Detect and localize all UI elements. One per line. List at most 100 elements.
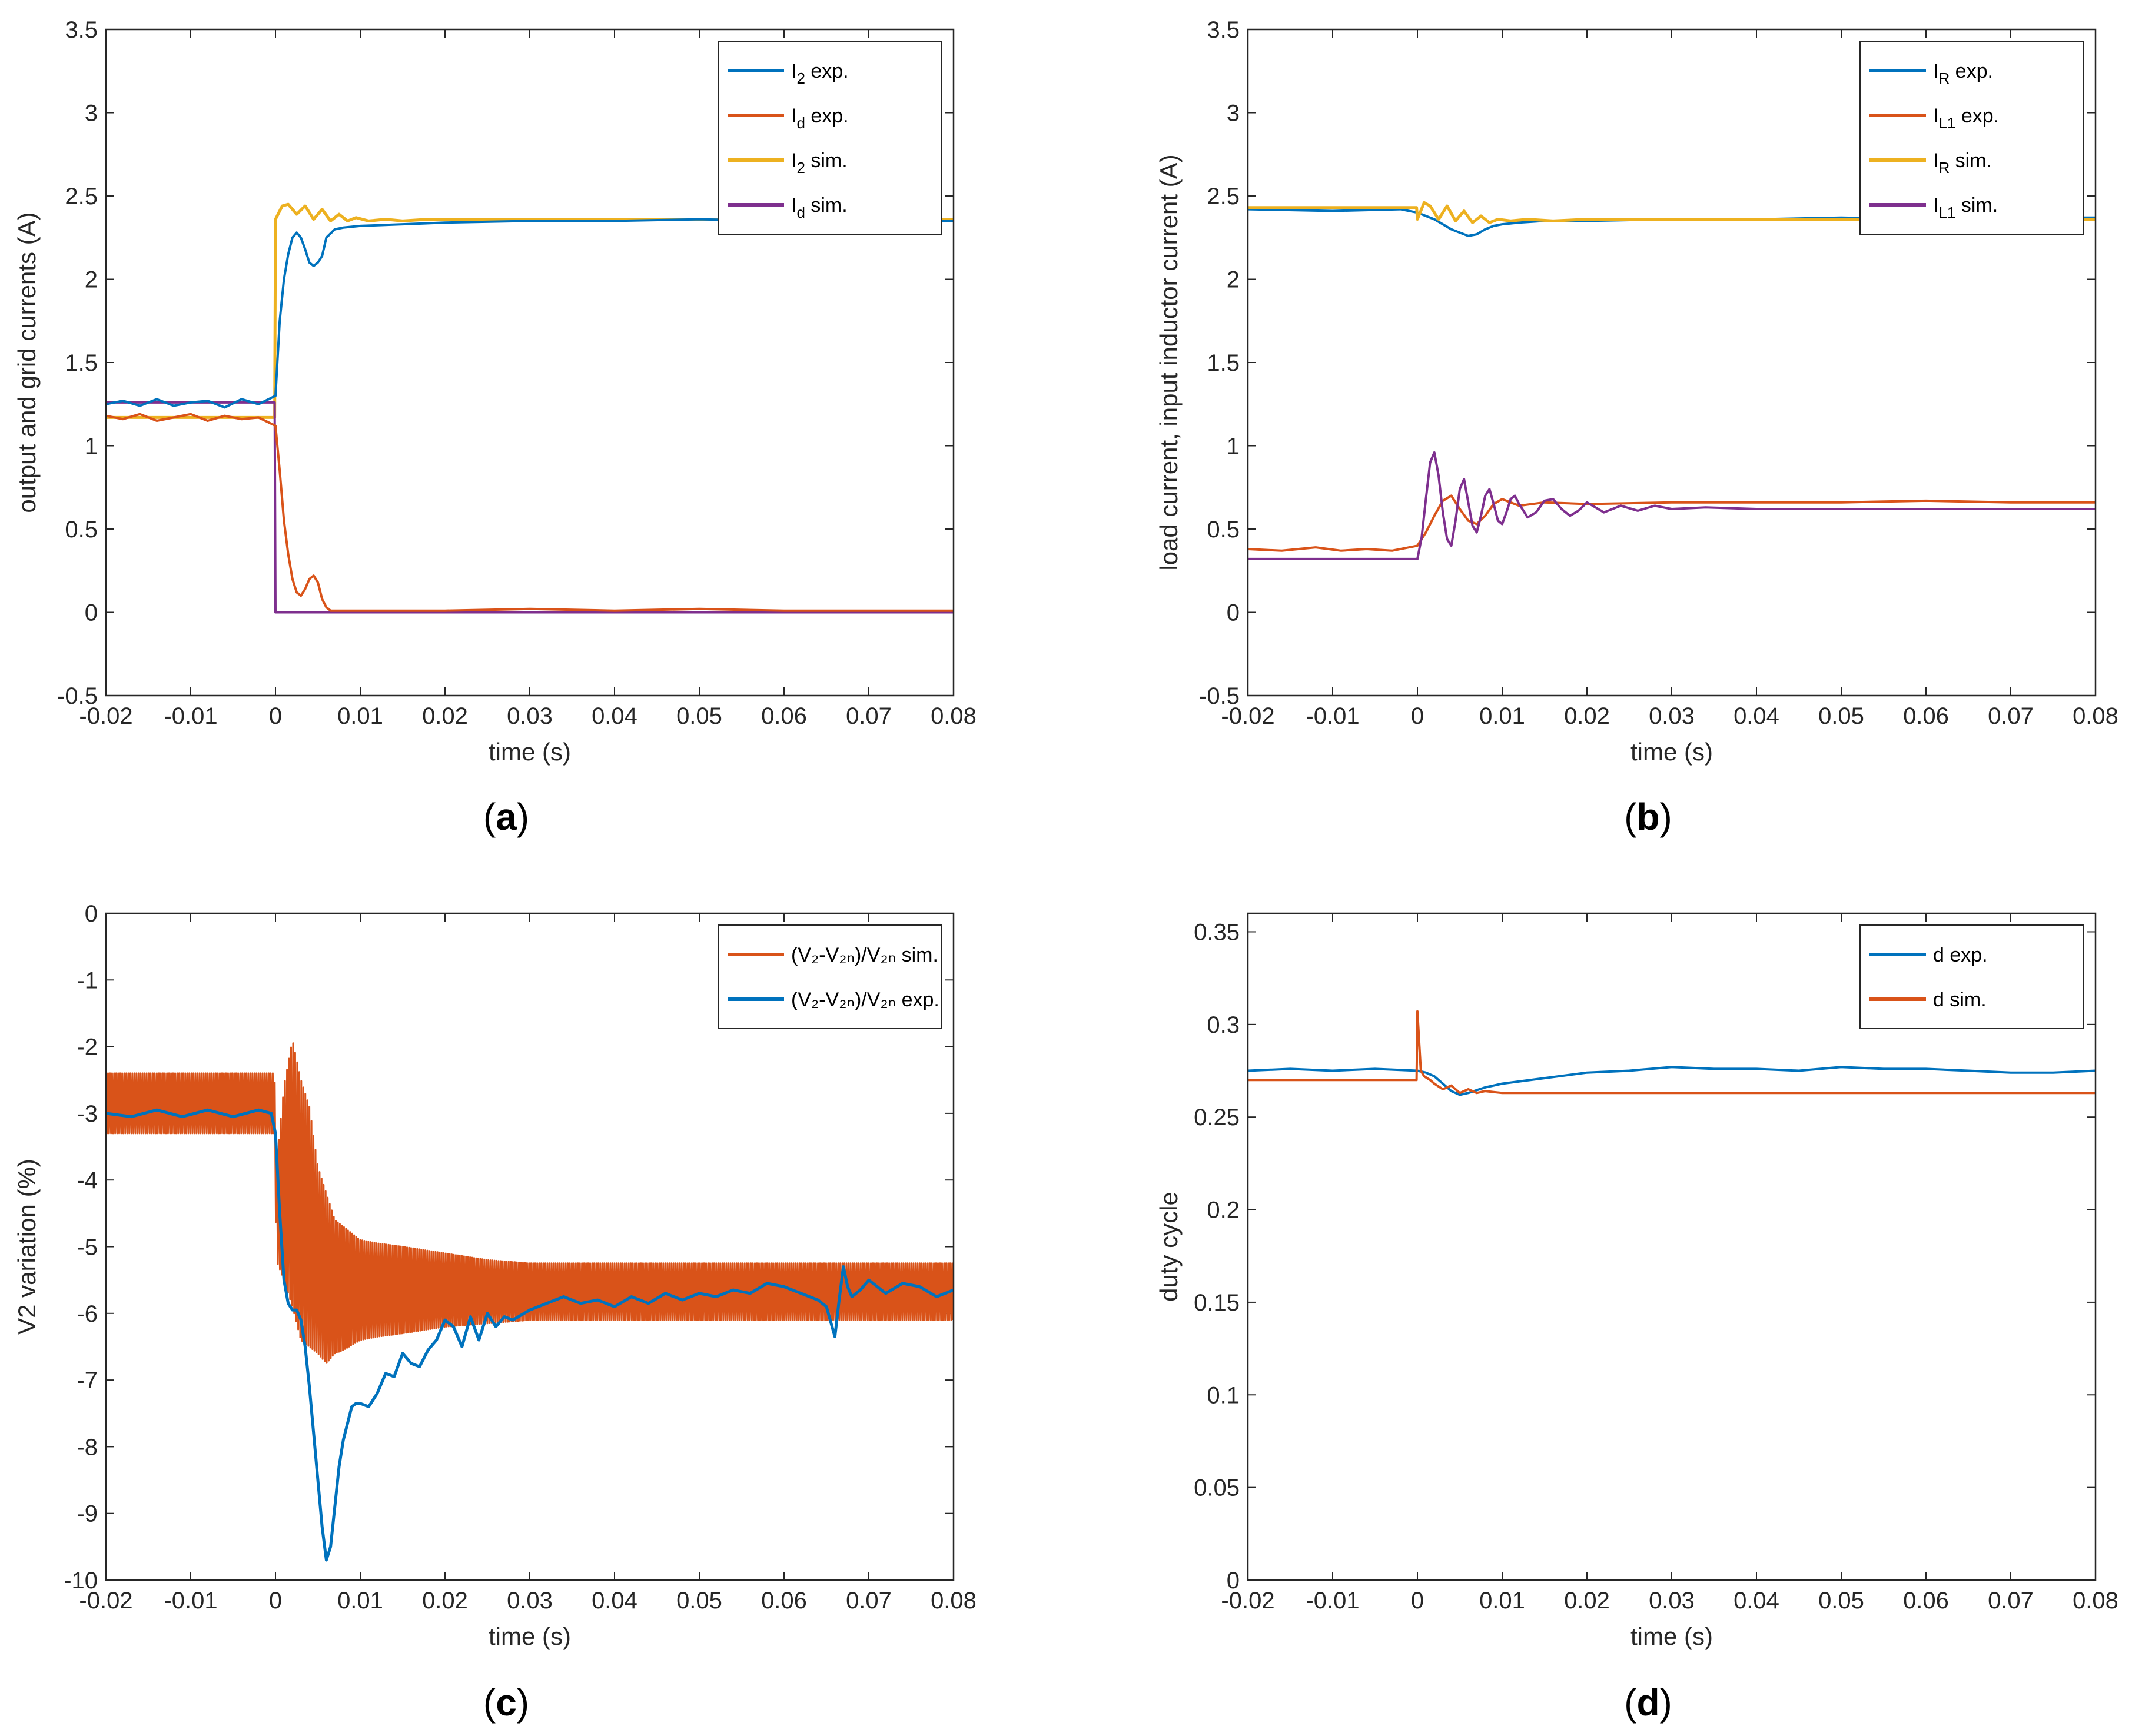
y-tick-label: 3.5	[65, 17, 98, 43]
y-tick-label: -1	[77, 967, 98, 993]
legend-label-sub: R	[1938, 159, 1950, 177]
y-tick-label: -5	[77, 1235, 98, 1261]
x-tick-label: 0.06	[1903, 1588, 1949, 1614]
legend-box	[718, 924, 942, 1029]
subfigure-caption: (a)	[483, 796, 529, 838]
legend-label-base: I	[1933, 105, 1938, 127]
x-tick-label: 0.03	[1649, 703, 1695, 729]
legend-label: Id exp.	[791, 105, 849, 132]
x-axis-label: time (s)	[1630, 738, 1713, 766]
legend-label-base: I	[791, 149, 796, 172]
x-tick-label: 0	[269, 703, 282, 729]
y-tick-label: 1.5	[65, 350, 98, 376]
series-group	[106, 202, 954, 614]
y-tick-label: 0.35	[1194, 919, 1240, 945]
chart-a: -0.02 -0.01 0 0.01 0.02 0.03 0.04 0.05 0.06 0.07 0…	[13, 17, 977, 838]
legend: IR exp.IL1 exp.IR sim.IL1 sim.	[1859, 41, 2084, 235]
caption-open-paren: (	[483, 1681, 496, 1724]
legend-label-suffix: exp.	[805, 60, 849, 82]
legend-label-suffix: sim.	[1955, 194, 1998, 217]
legend-box	[1859, 41, 2084, 235]
caption-open-paren: (	[1624, 796, 1636, 838]
y-axis-label: V2 variation (%)	[13, 1159, 41, 1335]
chart-b: -0.02 -0.01 0 0.01 0.02 0.03 0.04 0.05 0.06 0.07 0…	[1155, 17, 2118, 838]
x-tick-label: 0	[269, 1588, 282, 1614]
legend-label: d exp.	[1933, 944, 1988, 966]
legend-label-sub: R	[1938, 69, 1950, 87]
chart-d: -0.02 -0.01 0 0.01 0.02 0.03 0.04 0.05 0.06 0.07 0…	[1155, 912, 2118, 1724]
x-tick-label: 0.07	[846, 1588, 892, 1614]
x-tick-label: 0.03	[507, 1588, 553, 1614]
y-axis-label: load current, input inductor current (A)	[1155, 154, 1183, 570]
series-line-1	[1248, 201, 2096, 224]
y-tick-label: 2	[1227, 267, 1240, 293]
x-tick-label: 0.06	[761, 703, 807, 729]
y-tick-label: 2.5	[65, 184, 98, 209]
y-tick-label: -8	[77, 1434, 98, 1460]
caption-letter: d	[1636, 1681, 1659, 1724]
legend-label: IL1 exp.	[1933, 105, 1999, 132]
axes-box	[1247, 28, 2097, 697]
y-tick-label: 3	[1227, 101, 1240, 127]
series-group	[1248, 201, 2096, 560]
subfigure-caption: (d)	[1624, 1681, 1672, 1724]
subfigure-caption: (c)	[483, 1681, 529, 1724]
y-tick-label: -10	[64, 1568, 98, 1594]
x-tick-label: 0.04	[592, 1588, 637, 1614]
legend-label-sub: 2	[796, 69, 805, 87]
series-line-3	[1248, 451, 2096, 560]
axes-box	[1247, 912, 2097, 1581]
x-tick-label: -0.01	[164, 1588, 217, 1614]
caption-open-paren: (	[1624, 1681, 1636, 1724]
y-tick-label: 0	[85, 600, 98, 626]
y-axis-label: duty cycle	[1155, 1192, 1183, 1302]
x-tick-label: 0.08	[931, 703, 977, 729]
legend-label-suffix: exp.	[805, 105, 849, 127]
caption-close-paren: )	[517, 796, 529, 838]
y-tick-label: 3.5	[1207, 17, 1240, 43]
chart-c: -0.02 -0.01 0 0.01 0.02 0.03 0.04 0.05 0.06 0.07 0…	[13, 901, 977, 1724]
y-tick-label: 0.2	[1207, 1198, 1240, 1223]
legend-label-sub: d	[796, 114, 805, 132]
series-line-0	[106, 1042, 954, 1364]
x-tick-label: 0.04	[1734, 703, 1779, 729]
legend-label: (V₂-V₂ₙ)/V₂ₙ exp.	[791, 989, 939, 1011]
x-tick-label: 0.06	[761, 1588, 807, 1614]
x-tick-label: 0.05	[676, 1588, 722, 1614]
x-tick-label: 0.04	[1734, 1588, 1779, 1614]
y-tick-label: 0.5	[65, 517, 98, 543]
legend: (V₂-V₂ₙ)/V₂ₙ sim. (V₂-V₂ₙ)/V₂ₙ exp.	[718, 924, 942, 1029]
y-tick-label: 2.5	[1207, 184, 1240, 209]
subfigure-caption: (b)	[1624, 796, 1672, 838]
x-axis-label: time (s)	[489, 1622, 571, 1650]
legend-label-base: I	[791, 105, 796, 127]
legend-label: IR sim.	[1933, 149, 1992, 177]
axes-box	[105, 912, 955, 1581]
x-tick-label: 0.02	[422, 703, 468, 729]
legend-label-base: I	[791, 60, 796, 82]
x-tick-label: -0.02	[79, 703, 132, 729]
y-tick-label: 0.15	[1194, 1290, 1240, 1316]
x-tick-label: -0.02	[1221, 1588, 1274, 1614]
caption-letter: c	[496, 1681, 517, 1724]
x-tick-label: 0.01	[1479, 1588, 1525, 1614]
y-tick-label: 0.5	[1207, 517, 1240, 543]
y-tick-label: 1.5	[1207, 350, 1240, 376]
legend-label: I2 sim.	[791, 149, 848, 177]
x-tick-label: -0.02	[1221, 703, 1274, 729]
legend-label-sub: L1	[1938, 114, 1955, 132]
y-tick-label: 0	[85, 901, 98, 927]
legend-label-base: I	[791, 194, 796, 217]
x-tick-label: 0.07	[846, 703, 892, 729]
legend-label: d sim.	[1933, 989, 1987, 1011]
series-line-2	[106, 413, 954, 612]
legend-label: (V₂-V₂ₙ)/V₂ₙ sim.	[791, 944, 938, 966]
caption-letter: b	[1636, 796, 1659, 838]
y-tick-label: -0.5	[57, 683, 98, 709]
legend-label-sub: L1	[1938, 204, 1955, 221]
series-line-1	[1248, 1010, 2096, 1095]
y-tick-label: 0	[1227, 600, 1240, 626]
x-tick-label: 0.03	[1649, 1588, 1695, 1614]
y-tick-label: 0.3	[1207, 1012, 1240, 1038]
